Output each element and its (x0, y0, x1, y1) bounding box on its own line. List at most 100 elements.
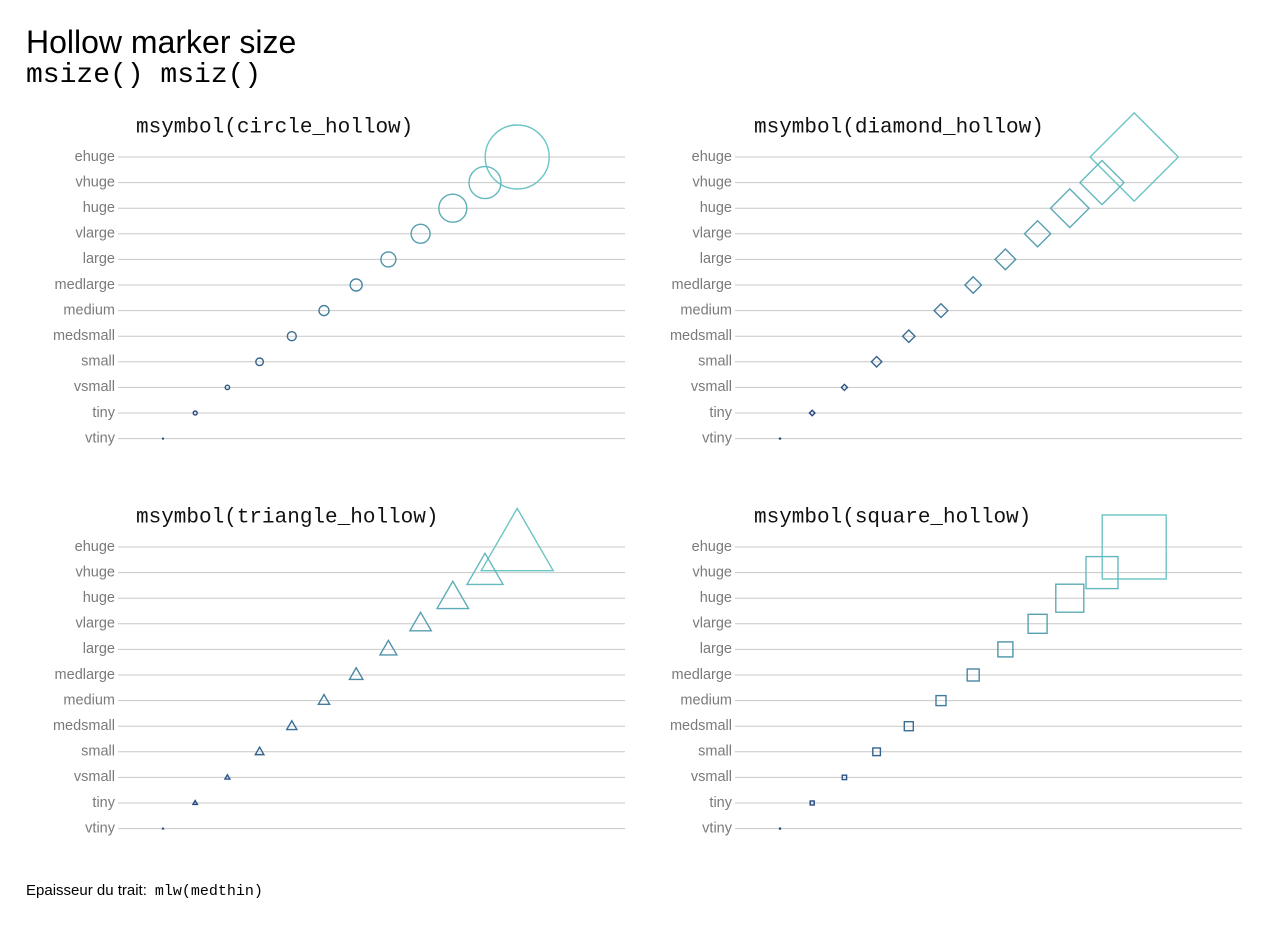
marker-medsmall (901, 329, 916, 344)
marker-vlarge (408, 610, 433, 632)
marker-medsmall (286, 331, 297, 342)
marker-large (378, 638, 399, 656)
marker-huge (1055, 583, 1085, 613)
tick-label-vtiny: vtiny (85, 430, 116, 446)
tick-label-small: small (698, 354, 732, 370)
chart-panel-circle: msymbol(circle_hollow)ehuge vhuge huge vlar… (53, 117, 625, 446)
tick-label-small: small (81, 354, 115, 370)
chart-title: msymbol(diamond_hollow) (754, 117, 1044, 140)
marker-vlarge (1023, 219, 1052, 248)
chart-panel-triangle: msymbol(triangle_hollow)ehuge vhuge huge vl… (53, 506, 625, 836)
tick-label-medium: medium (63, 692, 115, 708)
marker-medlarge (349, 278, 363, 292)
marker-ehuge (484, 124, 550, 190)
tick-label-vlarge: vlarge (76, 616, 116, 632)
marker-medlarge (963, 275, 983, 295)
tick-label-medium: medium (680, 692, 732, 708)
marker-vsmall (840, 383, 849, 392)
tick-label-small: small (81, 744, 115, 760)
tick-label-ehuge: ehuge (692, 539, 732, 555)
marker-vtiny (778, 827, 782, 830)
marker-vsmall (223, 773, 232, 780)
marker-vhuge (465, 551, 505, 586)
marker-tiny (808, 409, 816, 417)
marker-vtiny (161, 437, 165, 440)
marker-vlarge (1027, 613, 1048, 634)
marker-tiny (191, 799, 199, 806)
tick-label-tiny: tiny (709, 795, 732, 811)
tick-label-large: large (83, 641, 115, 657)
marker-huge (438, 193, 468, 223)
marker-huge (435, 579, 470, 610)
tick-label-vlarge: vlarge (693, 226, 733, 242)
marker-large (380, 251, 397, 268)
chart-title: msymbol(square_hollow) (754, 507, 1031, 530)
tick-label-tiny: tiny (92, 405, 115, 421)
tick-label-vlarge: vlarge (76, 226, 116, 242)
marker-small (254, 745, 266, 756)
tick-label-huge: huge (700, 200, 732, 216)
tick-label-vhuge: vhuge (692, 174, 732, 190)
marker-tiny (192, 410, 198, 416)
tick-label-vhuge: vhuge (75, 564, 115, 580)
tick-label-ehuge: ehuge (75, 149, 115, 165)
tick-label-medlarge: medlarge (672, 667, 732, 683)
footer: Epaisseur du trait: mlw(medthin) (26, 882, 263, 900)
marker-medium (935, 694, 947, 707)
tick-label-vsmall: vsmall (691, 379, 732, 395)
marker-medsmall (903, 721, 914, 732)
tick-label-huge: huge (83, 200, 115, 216)
marker-small (255, 357, 265, 367)
marker-medium (317, 693, 331, 706)
tick-label-vhuge: vhuge (75, 174, 115, 190)
tick-label-vtiny: vtiny (702, 820, 733, 836)
marker-vhuge (468, 165, 502, 200)
chart-title: msymbol(triangle_hollow) (136, 507, 438, 530)
marker-vhuge (1085, 555, 1119, 590)
marker-vtiny (778, 437, 782, 441)
chart-panel-diamond: msymbol(diamond_hollow)ehuge vhuge huge vla… (670, 111, 1242, 446)
tick-label-ehuge: ehuge (75, 539, 115, 555)
tick-label-large: large (700, 641, 732, 657)
marker-medlarge (348, 666, 365, 681)
tick-label-huge: huge (700, 590, 732, 606)
tick-label-vlarge: vlarge (693, 616, 733, 632)
marker-medlarge (966, 668, 980, 682)
tick-label-tiny: tiny (92, 795, 115, 811)
tick-label-vsmall: vsmall (691, 769, 732, 785)
marker-vtiny (161, 826, 165, 830)
tick-label-vtiny: vtiny (702, 430, 733, 446)
tick-label-medlarge: medlarge (55, 667, 115, 683)
marker-vhuge (1078, 159, 1126, 206)
marker-vlarge (410, 223, 431, 245)
tick-label-small: small (698, 744, 732, 760)
marker-large (994, 248, 1017, 271)
tick-label-medlarge: medlarge (55, 277, 115, 293)
tick-label-tiny: tiny (709, 405, 732, 421)
footer-label: Epaisseur du trait: (26, 882, 147, 899)
tick-label-large: large (83, 251, 115, 267)
tick-label-large: large (700, 251, 732, 267)
tick-label-medium: medium (680, 302, 732, 318)
marker-medium (318, 304, 330, 317)
tick-label-medsmall: medsmall (670, 328, 732, 344)
tick-label-medsmall: medsmall (53, 718, 115, 734)
marker-tiny (809, 800, 815, 806)
tick-label-vtiny: vtiny (85, 820, 116, 836)
chart-panel-square: msymbol(square_hollow)ehuge vhuge huge vlar… (670, 507, 1242, 836)
tick-label-vsmall: vsmall (74, 379, 115, 395)
marker-large (997, 641, 1014, 658)
page-title: Hollow marker size (26, 24, 297, 60)
marker-ehuge (479, 506, 555, 572)
tick-label-vsmall: vsmall (74, 769, 115, 785)
tick-label-medium: medium (63, 302, 115, 318)
chart-title: msymbol(circle_hollow) (136, 117, 413, 140)
marker-small (870, 355, 883, 369)
tick-label-vhuge: vhuge (692, 564, 732, 580)
tick-label-huge: huge (83, 590, 115, 606)
marker-ehuge (1089, 111, 1180, 203)
marker-huge (1049, 187, 1091, 229)
marker-medsmall (285, 719, 299, 731)
marker-ehuge (1101, 514, 1167, 580)
